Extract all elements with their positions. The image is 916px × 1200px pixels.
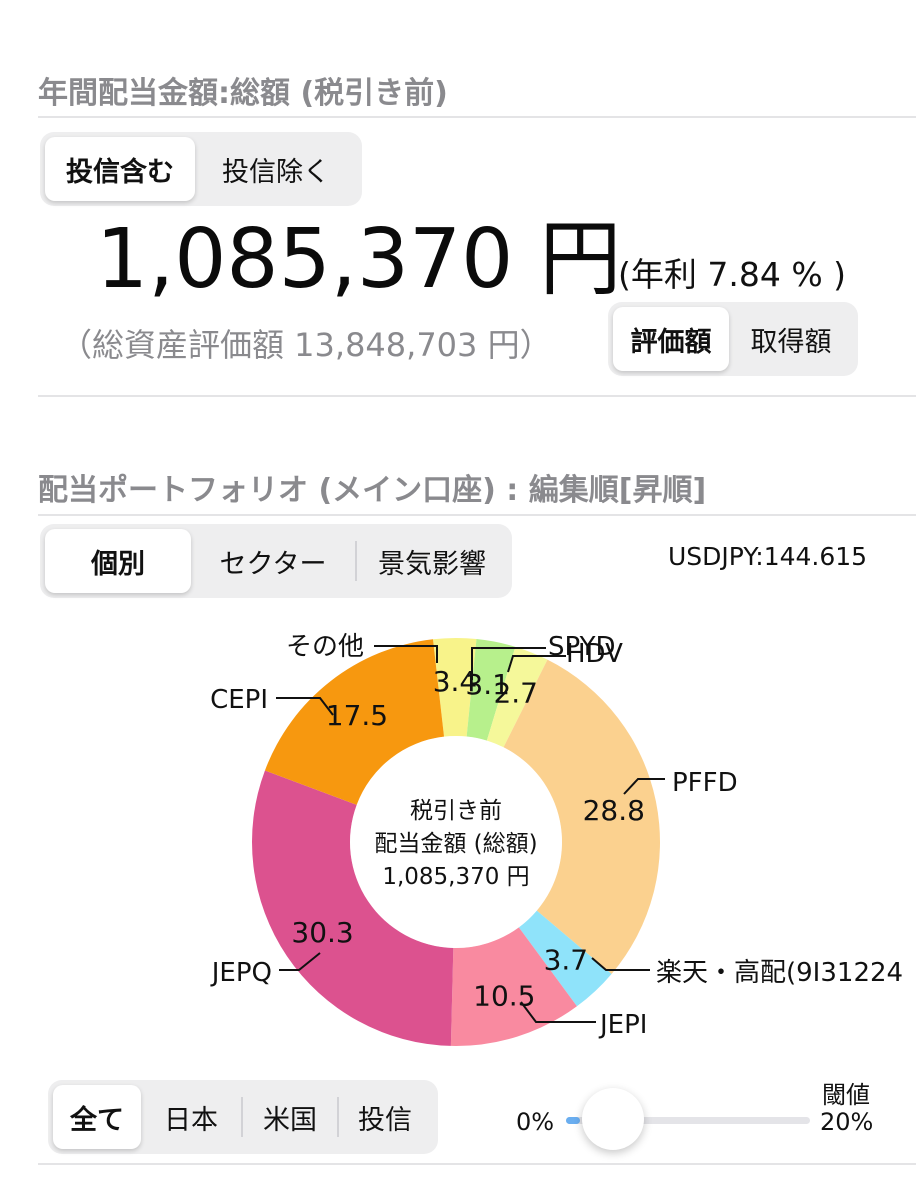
slice-value-label: 17.5 [326, 699, 388, 732]
donut-slice-pffd[interactable] [503, 659, 661, 974]
slice-name-label: JEPI [598, 1010, 647, 1040]
slice-leader-line [276, 697, 334, 716]
threshold-slider-track[interactable] [566, 1117, 810, 1124]
divider [38, 514, 916, 516]
region-filter-funds[interactable]: 投信 [358, 1104, 412, 1136]
slice-name-label: 楽天・高配(9I31224 [656, 958, 903, 988]
donut-slice-other[interactable] [432, 638, 477, 737]
region-filter-all[interactable]: 全て [53, 1085, 141, 1149]
divider [38, 116, 916, 118]
view-toggle-economy[interactable]: 景気影響 [378, 548, 486, 580]
usdjpy-rate: USDJPY:144.615 [668, 542, 868, 571]
slice-leader-line [520, 1001, 596, 1023]
fund-toggle-exclude[interactable]: 投信除く [222, 156, 330, 188]
view-toggle-sector[interactable]: セクター [219, 548, 327, 580]
basis-toggle-acquisition[interactable]: 取得額 [750, 326, 832, 358]
threshold-slider-thumb[interactable] [582, 1088, 644, 1150]
view-toggle-individual[interactable]: 個別 [45, 529, 191, 593]
fund-toggle-include[interactable]: 投信含む [45, 137, 195, 201]
slice-name-label: CEPI [210, 685, 268, 715]
region-filter: 全て 日本 米国 投信 [48, 1080, 438, 1154]
segment-separator [337, 1097, 339, 1137]
center-label-tax: 税引き前 [410, 798, 502, 824]
slice-leader-line [507, 655, 566, 673]
fund-toggle: 投信含む 投信除く [40, 132, 362, 206]
divider [38, 1163, 916, 1165]
total-assets: （総資産評価額 13,848,703 円） [60, 326, 552, 364]
donut-slice-hdv[interactable] [486, 646, 548, 748]
section-title-portfolio: 配当ポートフォリオ (メイン口座) : 編集順[昇順] [38, 473, 707, 508]
donut-slice-9i31224[interactable] [518, 910, 612, 1007]
threshold-label: 閾値 [822, 1081, 870, 1109]
segment-separator [241, 1097, 243, 1137]
section-title-annual-dividend: 年間配当金額:総額 (税引き前) [38, 76, 448, 111]
slice-leader-line [374, 645, 438, 663]
region-filter-us[interactable]: 米国 [263, 1104, 317, 1136]
view-toggle: 個別 セクター 景気影響 [40, 524, 512, 598]
slice-value-label: 28.8 [583, 794, 645, 827]
basis-toggle: 評価額 取得額 [608, 302, 858, 376]
slice-leader-line [471, 647, 546, 680]
donut-slice-jepi[interactable] [450, 927, 577, 1046]
slice-name-label: PFFD [672, 768, 738, 798]
divider [38, 395, 916, 397]
donut-hole [364, 750, 548, 934]
donut-slice-jepq[interactable] [252, 770, 454, 1046]
dividend-amount: 1,085,370 円 [96, 212, 622, 307]
slice-value-label: 10.5 [473, 980, 535, 1013]
slice-leader-line [623, 778, 665, 795]
region-filter-japan[interactable]: 日本 [164, 1104, 218, 1136]
annual-yield: (年利 7.84 % ) [618, 255, 847, 294]
slice-value-label: 3.1 [465, 668, 510, 701]
slice-name-label: HDV [566, 639, 623, 669]
threshold-min-label: 0% [516, 1108, 555, 1136]
segment-separator [355, 541, 357, 581]
threshold-max-label: 20% [820, 1108, 874, 1136]
donut-slice-cepi[interactable] [264, 639, 445, 805]
slice-value-label: 3.7 [544, 944, 589, 977]
slice-leader-line [591, 957, 650, 971]
donut-slice-spyd[interactable] [466, 639, 516, 741]
slice-leader-line [279, 952, 321, 971]
center-label-amount: 1,085,370 円 [382, 864, 529, 890]
slice-name-label: JEPQ [210, 958, 272, 988]
basis-toggle-valuation[interactable]: 評価額 [613, 307, 729, 371]
slice-value-label: 3.4 [433, 665, 478, 698]
threshold-slider-fill [566, 1117, 580, 1124]
slice-name-label: SPYD [548, 632, 616, 662]
slice-name-label: その他 [286, 632, 364, 662]
slice-value-label: 2.7 [493, 676, 538, 709]
slice-value-label: 30.3 [291, 916, 353, 949]
center-label-title: 配当金額 (総額) [374, 831, 537, 857]
